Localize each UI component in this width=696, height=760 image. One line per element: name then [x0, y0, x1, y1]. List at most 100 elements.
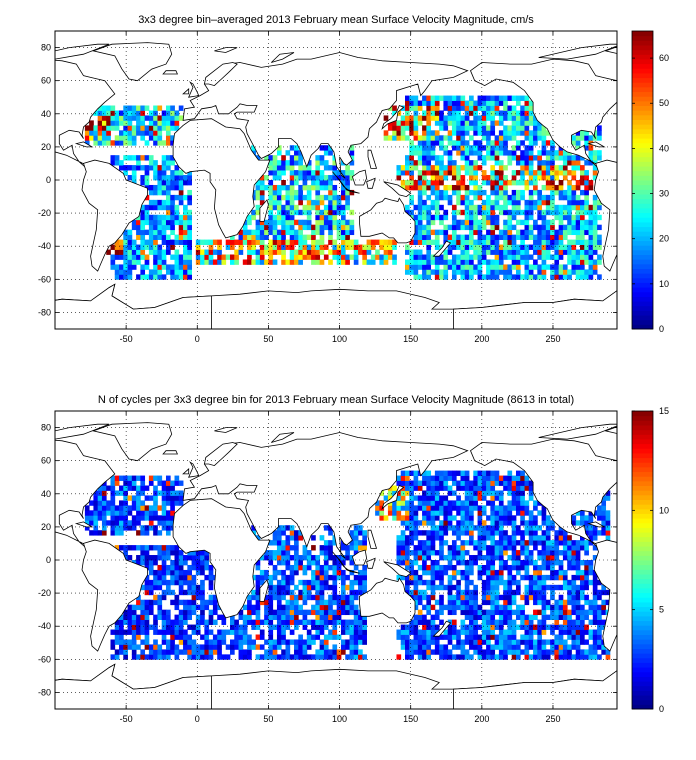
- heatmap-cell: [153, 579, 158, 586]
- heatmap-cell: [392, 485, 397, 491]
- heatmap-cell: [592, 634, 598, 640]
- colorbar-segment: [632, 175, 653, 181]
- heatmap-cell: [592, 614, 598, 620]
- heatmap-cell: [498, 160, 504, 166]
- heatmap-cell: [417, 555, 423, 561]
- heatmap-cell: [255, 599, 261, 606]
- heatmap-cell: [541, 239, 547, 245]
- heatmap-cell: [498, 165, 504, 171]
- heatmap-cell: [170, 229, 175, 236]
- heatmap-cell: [178, 574, 184, 581]
- heatmap-cell: [413, 475, 419, 481]
- heatmap-cell: [84, 125, 90, 131]
- heatmap-cell: [571, 170, 577, 176]
- cycles-title: N of cycles per 3x3 degree bin for 2013 …: [98, 394, 574, 406]
- heatmap-cell: [315, 614, 321, 620]
- heatmap-cell: [507, 115, 513, 121]
- heatmap-cell: [447, 170, 453, 176]
- heatmap-cell: [443, 525, 449, 531]
- heatmap-cell: [481, 475, 487, 481]
- heatmap-cell: [562, 604, 568, 611]
- heatmap-cell: [498, 569, 504, 576]
- heatmap-cell: [456, 604, 461, 611]
- heatmap-cell: [558, 244, 564, 250]
- heatmap-cell: [242, 629, 248, 635]
- heatmap-cell: [281, 594, 286, 601]
- heatmap-cell: [417, 234, 423, 240]
- heatmap-cell: [409, 505, 414, 511]
- heatmap-cell: [422, 579, 427, 586]
- heatmap-cell: [443, 500, 449, 506]
- heatmap-cell: [498, 550, 504, 556]
- heatmap-cell: [127, 110, 133, 116]
- heatmap-cell: [323, 550, 329, 556]
- heatmap-cell: [251, 145, 257, 151]
- heatmap-cell: [541, 125, 547, 131]
- heatmap-cell: [349, 599, 355, 606]
- heatmap-cell: [409, 624, 414, 630]
- heatmap-cell: [187, 634, 192, 640]
- heatmap-cell: [110, 105, 116, 111]
- heatmap-cell: [580, 649, 585, 655]
- heatmap-cell: [469, 224, 474, 231]
- heatmap-cell: [319, 619, 325, 625]
- heatmap-cell: [353, 644, 359, 650]
- heatmap-cell: [562, 234, 568, 240]
- heatmap-cell: [195, 569, 201, 576]
- heatmap-cell: [515, 115, 521, 121]
- heatmap-cell: [123, 495, 128, 501]
- heatmap-cell: [131, 224, 137, 231]
- heatmap-cell: [332, 184, 338, 191]
- heatmap-cell: [200, 644, 205, 650]
- heatmap-cell: [208, 259, 214, 265]
- heatmap-cell: [477, 120, 483, 126]
- heatmap-cell: [238, 649, 244, 655]
- heatmap-cell: [294, 569, 299, 576]
- heatmap-cell: [562, 165, 568, 171]
- heatmap-cell: [524, 485, 530, 491]
- heatmap-cell: [443, 505, 449, 511]
- heatmap-cell: [157, 609, 163, 616]
- heatmap-cell: [494, 239, 500, 245]
- heatmap-cell: [592, 594, 598, 601]
- heatmap-cell: [464, 125, 470, 131]
- heatmap-cell: [584, 204, 589, 211]
- heatmap-cell: [144, 274, 150, 280]
- heatmap-cell: [289, 619, 295, 625]
- heatmap-cell: [515, 229, 521, 236]
- heatmap-cell: [281, 540, 286, 546]
- heatmap-cell: [170, 490, 175, 496]
- heatmap-cell: [349, 175, 355, 181]
- heatmap-cell: [247, 654, 252, 660]
- heatmap-cell: [426, 269, 432, 275]
- heatmap-cell: [174, 249, 180, 255]
- colorbar-tick-label: 50: [659, 98, 669, 108]
- heatmap-cell: [486, 125, 491, 131]
- heatmap-cell: [524, 184, 530, 191]
- heatmap-cell: [481, 130, 487, 136]
- heatmap-cell: [520, 530, 525, 536]
- heatmap-cell: [567, 204, 572, 211]
- heatmap-cell: [524, 264, 530, 270]
- heatmap-cell: [409, 540, 414, 546]
- heatmap-cell: [524, 505, 530, 511]
- heatmap-cell: [208, 639, 214, 645]
- heatmap-cell: [119, 644, 124, 650]
- heatmap-cell: [281, 609, 286, 616]
- heatmap-cell: [592, 569, 598, 576]
- heatmap-cell: [405, 165, 410, 171]
- heatmap-cell: [422, 274, 427, 280]
- heatmap-cell: [511, 145, 517, 151]
- heatmap-cell: [362, 540, 367, 546]
- heatmap-cell: [422, 184, 427, 191]
- heatmap-cell: [575, 264, 581, 270]
- heatmap-cell: [328, 165, 333, 171]
- heatmap-cell: [580, 584, 585, 591]
- heatmap-cell: [486, 624, 491, 630]
- heatmap-cell: [477, 475, 483, 481]
- heatmap-cell: [230, 624, 235, 630]
- heatmap-cell: [264, 649, 269, 655]
- heatmap-cell: [123, 505, 128, 511]
- heatmap-cell: [503, 110, 508, 116]
- heatmap-cell: [200, 604, 205, 611]
